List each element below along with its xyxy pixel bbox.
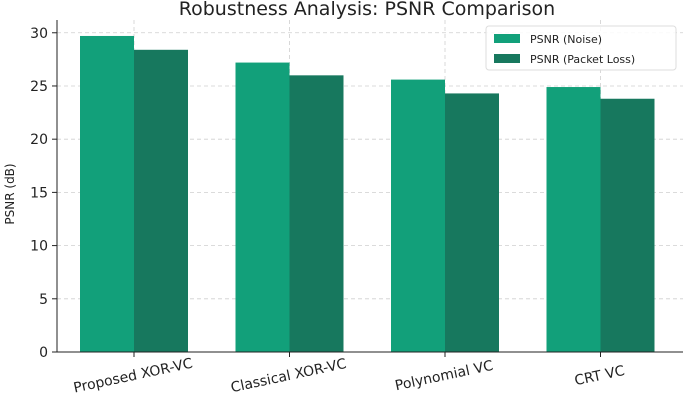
y-axis-label: PSNR (dB) [3,163,17,224]
y-tick-label: 0 [39,345,48,361]
legend: PSNR (Noise) PSNR (Packet Loss) [485,25,677,71]
y-tick-label: 20 [30,132,48,148]
legend-swatch [494,34,520,43]
x-tick-label: Polynomial VC [394,358,495,394]
legend-entry: PSNR (Packet Loss) [530,53,635,66]
bar-noise [80,35,134,352]
x-tick-label: Classical XOR-VC [229,356,348,396]
bar-packet-loss [289,75,344,352]
chart-title: Robustness Analysis: PSNR Comparison [179,0,555,20]
bar-noise [391,79,445,352]
bar-noise [546,87,601,353]
bar-packet-loss [134,49,188,353]
y-tick-label: 10 [30,239,48,255]
axes-layer [56,20,683,353]
x-tick-label: Proposed XOR-VC [72,356,194,397]
bar-packet-loss [600,98,655,352]
bar-noise [235,62,290,353]
legend-swatch [494,54,520,63]
legend-entry: PSNR (Noise) [530,33,602,46]
legend-box [485,25,677,71]
bars-layer [80,35,655,353]
y-tick-label: 30 [30,26,48,42]
y-tick-label: 25 [30,79,48,95]
bar-packet-loss [445,93,499,352]
y-tick-label: 15 [30,185,48,201]
x-tick-label: CRT VC [573,363,626,389]
y-tick-label: 5 [39,292,48,308]
